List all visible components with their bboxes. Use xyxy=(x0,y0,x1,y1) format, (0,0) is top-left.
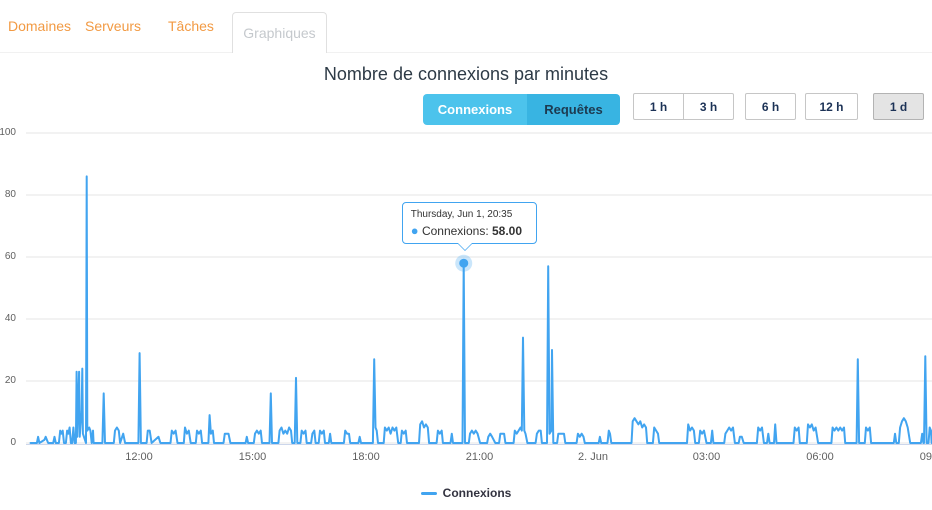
x-tick-label: 09:00 xyxy=(919,451,932,463)
range-12h-button[interactable]: 12 h xyxy=(805,93,858,120)
chart-title: Nombre de connexions par minutes xyxy=(323,64,609,84)
chart-tooltip: Thursday, Jun 1, 20:35 ● Connexions: 58.… xyxy=(401,202,537,252)
x-tick-label: 2. Jun xyxy=(578,451,608,463)
x-tick-label: 03:00 xyxy=(692,451,721,463)
range-6h-button[interactable]: 6 h xyxy=(745,93,796,120)
tooltip-value-row: ● Connexions: 58.00 xyxy=(411,223,528,238)
range-3h-button[interactable]: 3 h xyxy=(683,93,734,120)
tooltip-value: 58.00 xyxy=(492,224,523,239)
x-tick-label: 18:00 xyxy=(352,451,380,463)
tab-serveurs[interactable]: Serveurs xyxy=(85,18,142,34)
toggle-requetes-button[interactable]: Requêtes xyxy=(527,94,620,125)
tooltip-arrow-fill xyxy=(456,241,473,250)
legend-item-connexions[interactable]: Connexions xyxy=(0,486,932,500)
x-tick-label: 06:00 xyxy=(806,451,834,463)
tooltip-series-label: Connexions: xyxy=(421,224,489,239)
x-tick-label: 15:00 xyxy=(238,451,267,463)
y-tick-label: 100 xyxy=(0,127,16,138)
toggle-connexions-button[interactable]: Connexions xyxy=(423,94,527,125)
y-tick-label: 80 xyxy=(4,189,16,200)
range-1d-button[interactable]: 1 d xyxy=(873,93,924,120)
legend-label: Connexions xyxy=(442,486,512,500)
range-1h-button[interactable]: 1 h xyxy=(633,93,684,120)
tab-graphiques[interactable]: Graphiques xyxy=(232,12,327,53)
connexions-series-line xyxy=(29,175,932,444)
tooltip-timestamp: Thursday, Jun 1, 20:35 xyxy=(410,209,513,221)
tab-taches[interactable]: Tâches xyxy=(168,18,214,34)
y-tick-label: 0 xyxy=(10,437,16,448)
x-tick-label: 12:00 xyxy=(125,451,153,463)
y-tick-label: 40 xyxy=(4,313,16,324)
x-tick-label: 21:00 xyxy=(465,451,494,463)
y-tick-label: 60 xyxy=(4,251,16,262)
tab-bar: Domaines Serveurs Tâches Graphiques xyxy=(0,0,932,53)
tab-domaines[interactable]: Domaines xyxy=(8,18,72,34)
tab-bar-divider xyxy=(0,52,932,53)
gridlines xyxy=(26,132,932,444)
legend-line-icon xyxy=(420,491,437,495)
y-tick-label: 20 xyxy=(4,375,16,386)
data-point-marker xyxy=(459,258,469,268)
series-toggle-group: Connexions Requêtes xyxy=(423,94,620,125)
series-bullet-icon: ● xyxy=(410,223,419,239)
